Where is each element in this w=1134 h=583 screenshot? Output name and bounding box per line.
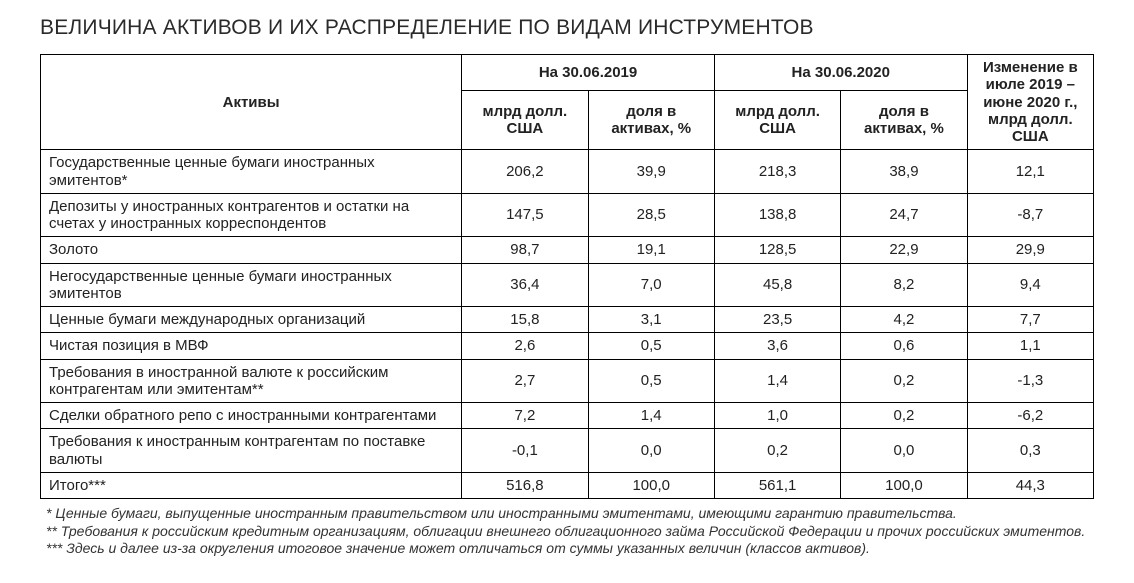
row-value-change: 1,1 (967, 333, 1093, 359)
footnote-1: * Ценные бумаги, выпущенные иностранным … (40, 505, 1094, 523)
row-value-change: 9,4 (967, 263, 1093, 307)
table-row: Депозиты у иностранных контрагентов и ос… (41, 193, 1094, 237)
table-row: Сделки обратного репо с иностранными кон… (41, 403, 1094, 429)
row-label: Негосударственные ценные бумаги иностран… (41, 263, 462, 307)
footnotes: * Ценные бумаги, выпущенные иностранным … (40, 505, 1094, 558)
row-value-p1_pct: 3,1 (588, 307, 714, 333)
row-value-change: 29,9 (967, 237, 1093, 263)
row-label: Требования к иностранным контрагентам по… (41, 429, 462, 473)
row-value-p2_pct: 8,2 (841, 263, 967, 307)
table-body: Государственные ценные бумаги иностранны… (41, 150, 1094, 499)
row-value-p1_usd: 2,6 (462, 333, 588, 359)
row-value-p1_usd: -0,1 (462, 429, 588, 473)
row-value-p2_usd: 1,0 (714, 403, 840, 429)
row-value-p2_pct: 0,0 (841, 429, 967, 473)
row-value-p1_usd: 15,8 (462, 307, 588, 333)
row-value-p2_pct: 24,7 (841, 193, 967, 237)
row-label: Сделки обратного репо с иностранными кон… (41, 403, 462, 429)
row-value-p1_usd: 36,4 (462, 263, 588, 307)
row-value-p2_pct: 38,9 (841, 150, 967, 194)
col-subheader-p2-pct: доля в активах, % (841, 90, 967, 149)
row-value-p2_pct: 22,9 (841, 237, 967, 263)
row-value-p1_pct: 28,5 (588, 193, 714, 237)
row-value-change: -6,2 (967, 403, 1093, 429)
row-value-p2_usd: 128,5 (714, 237, 840, 263)
row-value-p1_usd: 147,5 (462, 193, 588, 237)
row-value-p1_usd: 516,8 (462, 472, 588, 498)
row-value-p1_pct: 19,1 (588, 237, 714, 263)
row-value-p1_usd: 206,2 (462, 150, 588, 194)
row-value-p1_pct: 0,5 (588, 333, 714, 359)
table-row: Негосударственные ценные бумаги иностран… (41, 263, 1094, 307)
row-label: Государственные ценные бумаги иностранны… (41, 150, 462, 194)
row-value-change: 0,3 (967, 429, 1093, 473)
assets-table: Активы На 30.06.2019 На 30.06.2020 Измен… (40, 54, 1094, 499)
row-value-p2_usd: 3,6 (714, 333, 840, 359)
row-value-p2_usd: 23,5 (714, 307, 840, 333)
row-value-p2_usd: 1,4 (714, 359, 840, 403)
col-header-period2: На 30.06.2020 (714, 55, 967, 91)
row-value-change: -8,7 (967, 193, 1093, 237)
row-value-p2_pct: 0,6 (841, 333, 967, 359)
row-value-change: 44,3 (967, 472, 1093, 498)
row-value-p2_pct: 0,2 (841, 403, 967, 429)
row-value-change: -1,3 (967, 359, 1093, 403)
row-value-p1_pct: 100,0 (588, 472, 714, 498)
table-head: Активы На 30.06.2019 На 30.06.2020 Измен… (41, 55, 1094, 150)
col-subheader-p1-usd: млрд долл. США (462, 90, 588, 149)
row-label: Депозиты у иностранных контрагентов и ос… (41, 193, 462, 237)
row-value-p1_pct: 0,5 (588, 359, 714, 403)
row-value-p1_usd: 98,7 (462, 237, 588, 263)
row-value-p1_pct: 1,4 (588, 403, 714, 429)
row-value-p1_pct: 39,9 (588, 150, 714, 194)
row-value-p2_usd: 561,1 (714, 472, 840, 498)
row-label: Золото (41, 237, 462, 263)
table-row: Золото98,719,1128,522,929,9 (41, 237, 1094, 263)
table-row: Государственные ценные бумаги иностранны… (41, 150, 1094, 194)
row-value-change: 7,7 (967, 307, 1093, 333)
col-header-assets: Активы (41, 55, 462, 150)
row-value-p1_pct: 7,0 (588, 263, 714, 307)
row-label: Требования в иностранной валюте к россий… (41, 359, 462, 403)
row-value-p2_usd: 0,2 (714, 429, 840, 473)
table-row: Итого***516,8100,0561,1100,044,3 (41, 472, 1094, 498)
table-row: Требования к иностранным контрагентам по… (41, 429, 1094, 473)
row-value-p2_usd: 218,3 (714, 150, 840, 194)
row-value-p2_usd: 138,8 (714, 193, 840, 237)
row-label: Ценные бумаги международных организаций (41, 307, 462, 333)
table-row: Чистая позиция в МВФ2,60,53,60,61,1 (41, 333, 1094, 359)
table-row: Требования в иностранной валюте к россий… (41, 359, 1094, 403)
table-row: Ценные бумаги международных организаций1… (41, 307, 1094, 333)
row-value-change: 12,1 (967, 150, 1093, 194)
row-value-p2_pct: 0,2 (841, 359, 967, 403)
row-value-p2_pct: 4,2 (841, 307, 967, 333)
col-subheader-p1-pct: доля в активах, % (588, 90, 714, 149)
col-subheader-p2-usd: млрд долл. США (714, 90, 840, 149)
col-header-change: Изменение в июле 2019 – июне 2020 г., мл… (967, 55, 1093, 150)
row-value-p1_pct: 0,0 (588, 429, 714, 473)
footnote-2: ** Требования к российским кредитным орг… (40, 523, 1094, 541)
row-value-p1_usd: 2,7 (462, 359, 588, 403)
col-header-period1: На 30.06.2019 (462, 55, 715, 91)
page-title: ВЕЛИЧИНА АКТИВОВ И ИХ РАСПРЕДЕЛЕНИЕ ПО В… (40, 16, 1094, 40)
row-label: Чистая позиция в МВФ (41, 333, 462, 359)
footnote-3: *** Здесь и далее из-за округления итого… (40, 540, 1094, 558)
row-value-p1_usd: 7,2 (462, 403, 588, 429)
row-value-p2_pct: 100,0 (841, 472, 967, 498)
row-label: Итого*** (41, 472, 462, 498)
row-value-p2_usd: 45,8 (714, 263, 840, 307)
